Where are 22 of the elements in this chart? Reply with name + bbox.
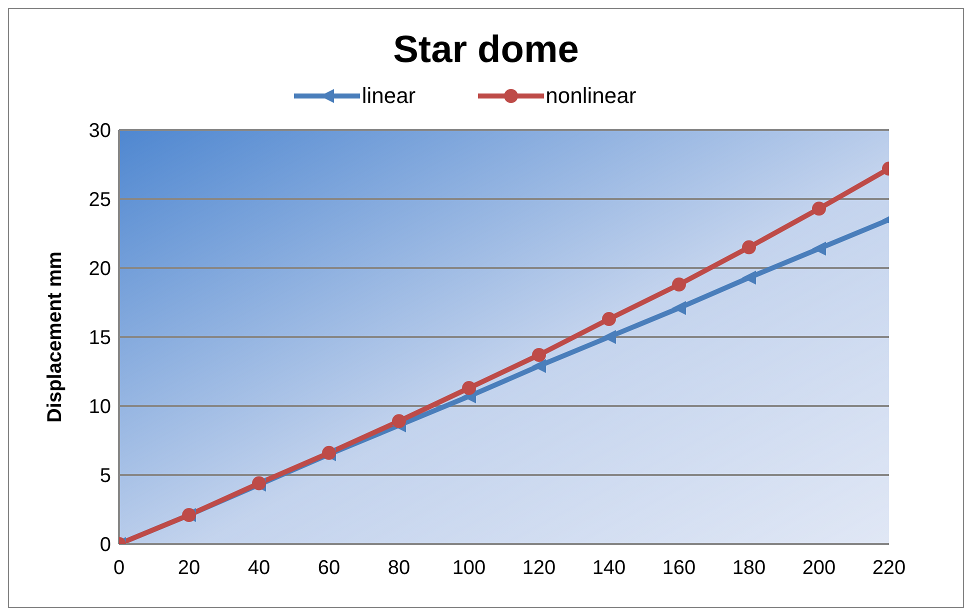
x-tick-label: 220	[872, 557, 906, 580]
y-tick-label: 15	[88, 327, 111, 350]
x-tick-label: 80	[388, 557, 410, 580]
y-tick-label: 30	[88, 120, 111, 142]
chart-title: Star dome	[392, 29, 580, 72]
y-tick-label: 0	[100, 534, 111, 556]
y-tick-label: 10	[88, 396, 111, 418]
legend-label: nonlinear	[546, 83, 636, 109]
x-tick-label: 160	[662, 557, 696, 580]
x-tick-label: 20	[178, 557, 200, 580]
x-tick-label: 100	[452, 557, 486, 580]
x-tick-label: 140	[592, 557, 626, 580]
x-tick-label: 60	[318, 557, 340, 580]
x-tick-label: 200	[802, 557, 836, 580]
x-tick-label: 120	[522, 557, 556, 580]
x-tick-label: 40	[248, 557, 270, 580]
x-tick-label: 180	[732, 557, 766, 580]
y-axis-title: Displacement mm	[44, 251, 66, 423]
y-tick-label: 20	[88, 258, 111, 280]
legend-label: linear	[362, 83, 416, 109]
y-tick-label: 5	[100, 465, 111, 488]
y-tick-label: 25	[88, 189, 111, 212]
